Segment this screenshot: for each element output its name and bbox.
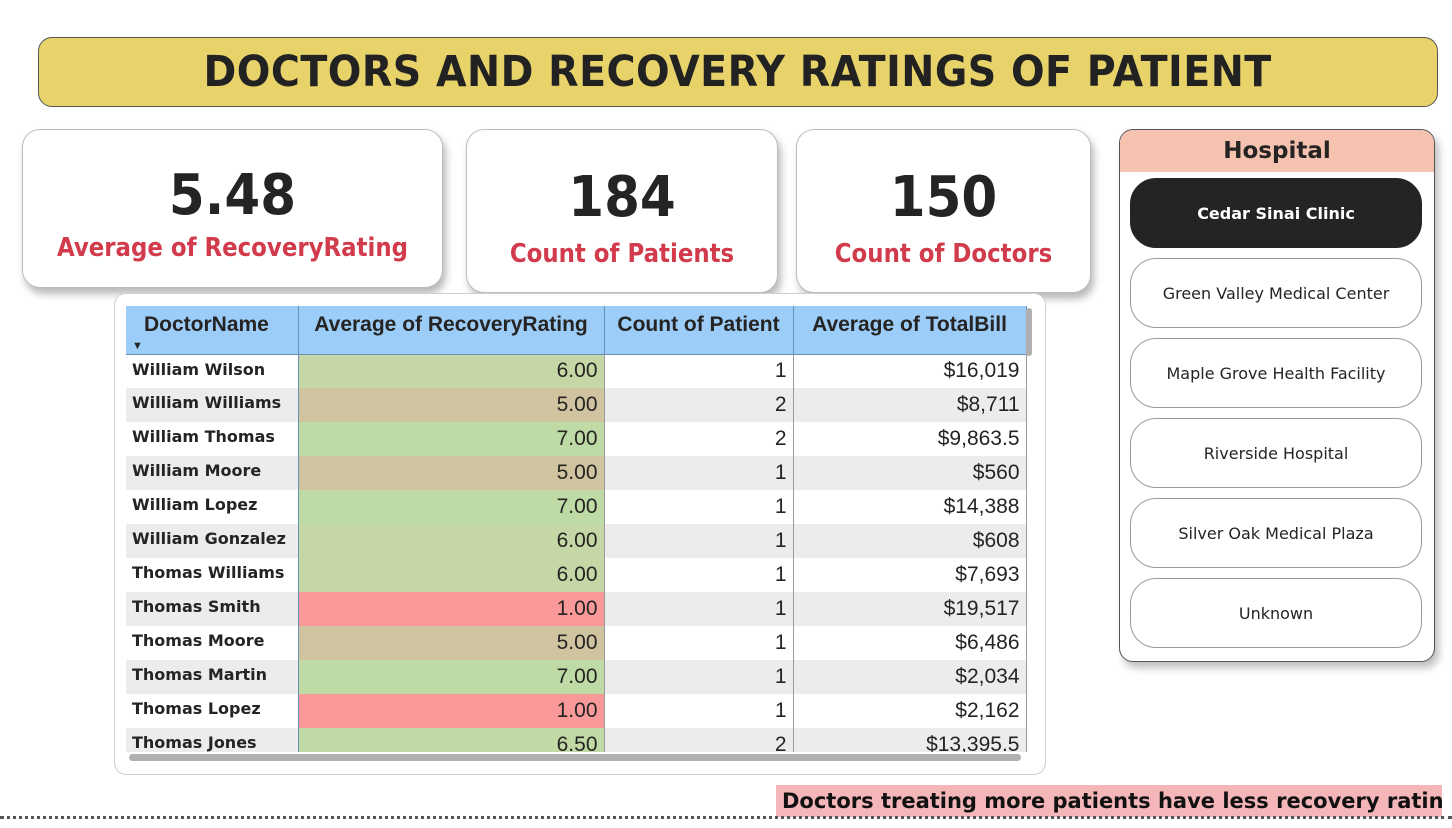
- table-row[interactable]: Thomas Martin 7.00 1 $2,034: [126, 660, 1027, 694]
- cell-doctor-name: William Thomas: [126, 422, 299, 456]
- cell-avg-totalbill: $608: [793, 524, 1027, 558]
- cell-doctor-name: William Moore: [126, 456, 299, 490]
- slicer-item-hospital[interactable]: Green Valley Medical Center: [1130, 258, 1422, 328]
- table-row[interactable]: William Lopez 7.00 1 $14,388: [126, 490, 1027, 524]
- cell-count-patient: 1: [604, 558, 794, 592]
- table-row[interactable]: William Thomas 7.00 2 $9,863.5: [126, 422, 1027, 456]
- kpi-card-count-doctors[interactable]: 150 Count of Doctors: [796, 129, 1091, 293]
- table-header-row: DoctorName ▼ Average of RecoveryRating C…: [126, 306, 1027, 355]
- page-divider: [0, 816, 1452, 819]
- cell-avg-totalbill: $19,517: [793, 592, 1027, 626]
- cell-avg-recovery: 6.00: [298, 558, 605, 592]
- slicer-title: Hospital: [1120, 130, 1434, 172]
- cell-doctor-name: Thomas Lopez: [126, 694, 299, 728]
- kpi-value: 150: [889, 165, 998, 230]
- cell-avg-totalbill: $560: [793, 456, 1027, 490]
- horizontal-scrollbar[interactable]: [129, 754, 1021, 761]
- slicer-item-label: Maple Grove Health Facility: [1166, 363, 1386, 383]
- kpi-value: 5.48: [168, 163, 297, 228]
- cell-count-patient: 1: [604, 626, 794, 660]
- cell-count-patient: 1: [604, 592, 794, 626]
- column-header-avg-totalbill[interactable]: Average of TotalBill: [793, 306, 1027, 355]
- column-header-label: DoctorName: [144, 313, 269, 336]
- slicer-item-hospital[interactable]: Unknown: [1130, 578, 1422, 648]
- insight-note: Doctors treating more patients have less…: [776, 785, 1442, 817]
- cell-count-patient: 2: [604, 422, 794, 456]
- table-row[interactable]: William Gonzalez 6.00 1 $608: [126, 524, 1027, 558]
- kpi-label: Average of RecoveryRating: [56, 233, 409, 263]
- cell-avg-recovery: 5.00: [298, 456, 605, 490]
- cell-count-patient: 1: [604, 490, 794, 524]
- slicer-item-hospital[interactable]: Cedar Sinai Clinic: [1130, 178, 1422, 248]
- cell-avg-totalbill: $8,711: [793, 388, 1027, 422]
- doctor-table-viewport[interactable]: DoctorName ▼ Average of RecoveryRating C…: [126, 306, 1030, 752]
- cell-avg-recovery: 7.00: [298, 422, 605, 456]
- table-row[interactable]: Thomas Jones 6.50 2 $13,395.5: [126, 728, 1027, 752]
- cell-doctor-name: Thomas Smith: [126, 592, 299, 626]
- cell-count-patient: 2: [604, 728, 794, 752]
- slicer-item-label: Riverside Hospital: [1203, 443, 1349, 463]
- cell-doctor-name: Thomas Jones: [126, 728, 299, 752]
- hospital-slicer: Hospital Cedar Sinai Clinic Green Valley …: [1119, 129, 1435, 662]
- cell-count-patient: 1: [604, 694, 794, 728]
- kpi-card-avg-recovery[interactable]: 5.48 Average of RecoveryRating: [22, 129, 443, 288]
- cell-doctor-name: Thomas Williams: [126, 558, 299, 592]
- cell-doctor-name: William Gonzalez: [126, 524, 299, 558]
- doctor-table-visual[interactable]: DoctorName ▼ Average of RecoveryRating C…: [114, 293, 1046, 775]
- slicer-item-label: Silver Oak Medical Plaza: [1178, 523, 1374, 543]
- table-row[interactable]: William Williams 5.00 2 $8,711: [126, 388, 1027, 422]
- cell-count-patient: 1: [604, 660, 794, 694]
- dashboard-title-bar: DOCTORS AND RECOVERY RATINGS OF PATIENT: [38, 37, 1438, 107]
- kpi-label: Count of Patients: [509, 239, 735, 269]
- cell-avg-recovery: 7.00: [298, 490, 605, 524]
- slicer-item-label: Cedar Sinai Clinic: [1197, 203, 1355, 223]
- column-header-doctorname[interactable]: DoctorName ▼: [126, 306, 299, 355]
- cell-avg-totalbill: $16,019: [793, 354, 1027, 388]
- slicer-item-hospital[interactable]: Maple Grove Health Facility: [1130, 338, 1422, 408]
- cell-doctor-name: William Wilson: [126, 354, 299, 388]
- cell-avg-recovery: 5.00: [298, 626, 605, 660]
- cell-doctor-name: William Williams: [126, 388, 299, 422]
- cell-avg-totalbill: $6,486: [793, 626, 1027, 660]
- cell-avg-totalbill: $9,863.5: [793, 422, 1027, 456]
- cell-avg-recovery: 6.50: [298, 728, 605, 752]
- cell-doctor-name: William Lopez: [126, 490, 299, 524]
- vertical-scrollbar[interactable]: [1026, 308, 1032, 356]
- cell-avg-totalbill: $2,162: [793, 694, 1027, 728]
- table-row[interactable]: Thomas Moore 5.00 1 $6,486: [126, 626, 1027, 660]
- column-header-count-patient[interactable]: Count of Patient: [604, 306, 794, 355]
- kpi-label: Count of Doctors: [834, 239, 1053, 269]
- kpi-card-count-patients[interactable]: 184 Count of Patients: [466, 129, 778, 293]
- cell-count-patient: 1: [604, 354, 794, 388]
- dashboard-title: DOCTORS AND RECOVERY RATINGS OF PATIENT: [203, 47, 1273, 97]
- cell-count-patient: 2: [604, 388, 794, 422]
- table-row[interactable]: William Moore 5.00 1 $560: [126, 456, 1027, 490]
- cell-doctor-name: Thomas Martin: [126, 660, 299, 694]
- table-row[interactable]: Thomas Lopez 1.00 1 $2,162: [126, 694, 1027, 728]
- slicer-item-label: Green Valley Medical Center: [1162, 283, 1390, 303]
- table-row[interactable]: William Wilson 6.00 1 $16,019: [126, 354, 1027, 388]
- cell-avg-totalbill: $13,395.5: [793, 728, 1027, 752]
- slicer-item-label: Unknown: [1238, 603, 1314, 623]
- column-header-avg-recovery[interactable]: Average of RecoveryRating: [298, 306, 605, 355]
- kpi-value: 184: [568, 165, 676, 230]
- slicer-item-hospital[interactable]: Silver Oak Medical Plaza: [1130, 498, 1422, 568]
- table-row[interactable]: Thomas Smith 1.00 1 $19,517: [126, 592, 1027, 626]
- cell-avg-recovery: 1.00: [298, 694, 605, 728]
- cell-avg-recovery: 6.00: [298, 354, 605, 388]
- doctor-table: DoctorName ▼ Average of RecoveryRating C…: [126, 306, 1027, 752]
- cell-avg-recovery: 5.00: [298, 388, 605, 422]
- cell-avg-totalbill: $2,034: [793, 660, 1027, 694]
- sort-descending-icon[interactable]: ▼: [132, 340, 143, 352]
- cell-doctor-name: Thomas Moore: [126, 626, 299, 660]
- cell-avg-totalbill: $14,388: [793, 490, 1027, 524]
- cell-count-patient: 1: [604, 524, 794, 558]
- table-row[interactable]: Thomas Williams 6.00 1 $7,693: [126, 558, 1027, 592]
- cell-avg-recovery: 6.00: [298, 524, 605, 558]
- slicer-item-hospital[interactable]: Riverside Hospital: [1130, 418, 1422, 488]
- cell-avg-totalbill: $7,693: [793, 558, 1027, 592]
- cell-avg-recovery: 7.00: [298, 660, 605, 694]
- cell-count-patient: 1: [604, 456, 794, 490]
- cell-avg-recovery: 1.00: [298, 592, 605, 626]
